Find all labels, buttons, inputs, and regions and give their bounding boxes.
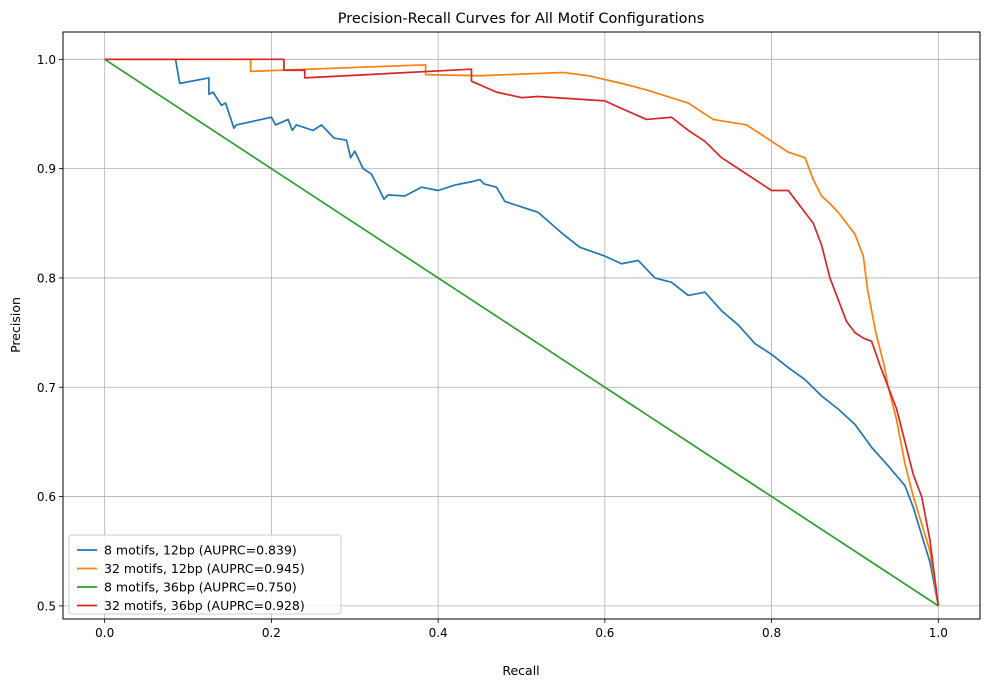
y-tick-label-0: 0.5 xyxy=(37,599,56,613)
legend-label-2: 8 motifs, 36bp (AUPRC=0.750) xyxy=(104,580,297,595)
x-tick-label-5: 1.0 xyxy=(929,626,948,640)
x-tick-label-4: 0.8 xyxy=(762,626,781,640)
y-tick-label-3: 0.8 xyxy=(37,271,56,285)
y-tick-label-2: 0.7 xyxy=(37,381,56,395)
series-line-1 xyxy=(104,58,940,607)
legend-label-3: 32 motifs, 36bp (AUPRC=0.928) xyxy=(104,598,305,613)
x-tick-label-1: 0.2 xyxy=(262,626,281,640)
x-tick-label-3: 0.6 xyxy=(595,626,614,640)
x-tick-label-0: 0.0 xyxy=(95,626,114,640)
y-tick-label-1: 0.6 xyxy=(37,490,56,504)
legend-label-0: 8 motifs, 12bp (AUPRC=0.839) xyxy=(104,543,297,558)
y-tick-label-4: 0.9 xyxy=(37,162,56,176)
series-line-0 xyxy=(104,58,940,607)
y-axis-label: Precision xyxy=(8,297,23,353)
legend: 8 motifs, 12bp (AUPRC=0.839) 32 motifs, … xyxy=(68,534,342,615)
legend-box xyxy=(68,534,342,615)
x-tick-label-2: 0.4 xyxy=(429,626,448,640)
series-layer xyxy=(104,58,940,607)
grid-layer xyxy=(63,32,980,619)
plot-frame xyxy=(62,31,981,620)
chart-title: Precision-Recall Curves for All Motif Co… xyxy=(338,11,705,27)
series-line-2 xyxy=(104,58,939,607)
y-tick-label-5: 1.0 xyxy=(37,53,56,67)
tick-layer: 0.0 0.2 0.4 0.6 0.8 1.0 0.5 0.6 0.7 0.8 0.9 1.0 xyxy=(37,53,948,640)
x-axis-label: Recall xyxy=(502,663,539,678)
legend-label-1: 32 motifs, 12bp (AUPRC=0.945) xyxy=(104,561,305,576)
series-line-3 xyxy=(104,58,940,606)
